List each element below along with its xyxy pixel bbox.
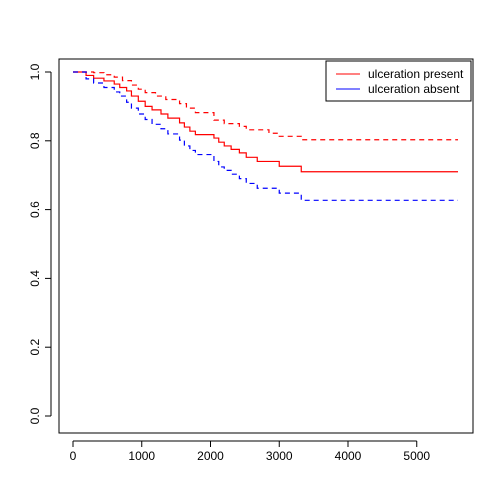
- series-line-ulceration-present: [73, 71, 458, 173]
- series-layer: [73, 71, 458, 201]
- x-axis: 0 1000 2000 3000 4000 5000: [70, 440, 430, 463]
- x-tick-label: 2000: [197, 449, 224, 463]
- y-tick-label: 1.0: [28, 63, 42, 80]
- y-tick-label: 0.4: [28, 270, 42, 287]
- x-tick-label: 3000: [266, 449, 293, 463]
- x-tick-label: 0: [70, 449, 77, 463]
- y-tick-label: 0.6: [28, 201, 42, 218]
- legend: ulceration present ulceration absent: [325, 60, 472, 102]
- plot-frame: [58, 58, 474, 434]
- x-tick-label: 1000: [128, 449, 155, 463]
- series-line-ulceration-absent: [73, 71, 458, 201]
- x-tick-label: 4000: [335, 449, 362, 463]
- y-axis: 0.0 0.2 0.4 0.6 0.8 1.0: [28, 63, 52, 424]
- legend-label-ulceration-present: ulceration present: [368, 67, 464, 81]
- y-tick-label: 0.0: [28, 407, 42, 424]
- legend-label-ulceration-absent: ulceration absent: [368, 82, 460, 96]
- y-tick-label: 0.2: [28, 339, 42, 356]
- series-line-ulceration-present-upper-ci: [73, 71, 458, 141]
- y-tick-label: 0.8: [28, 132, 42, 149]
- legend-box: [325, 60, 472, 102]
- x-tick-label: 5000: [403, 449, 430, 463]
